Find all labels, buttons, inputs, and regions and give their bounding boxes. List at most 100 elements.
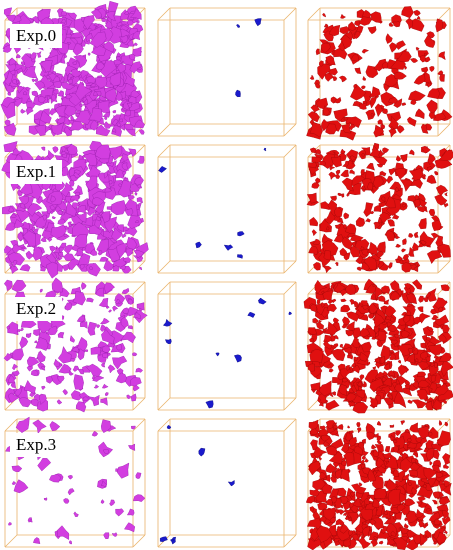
blob — [424, 34, 436, 48]
blob — [45, 261, 59, 279]
blob — [406, 510, 419, 524]
blob — [367, 468, 377, 482]
cube-edge — [283, 397, 297, 411]
cube-edge — [4, 534, 18, 548]
blob — [343, 117, 349, 121]
blob — [56, 399, 63, 405]
blob — [132, 352, 138, 357]
blob — [387, 324, 398, 332]
blob — [377, 119, 384, 126]
blob — [101, 181, 111, 190]
blob — [321, 42, 331, 53]
blob — [53, 358, 61, 367]
blob — [340, 34, 353, 50]
blob — [402, 254, 409, 261]
blob — [385, 195, 396, 209]
blob — [331, 156, 342, 168]
blob — [311, 156, 322, 164]
blob — [417, 495, 426, 502]
blob — [361, 455, 366, 460]
blob — [307, 111, 320, 123]
blob — [382, 377, 392, 387]
blob — [399, 259, 404, 265]
blob — [111, 227, 124, 241]
blob — [362, 75, 366, 81]
blob — [434, 171, 439, 176]
blob — [367, 182, 373, 191]
blob — [440, 359, 453, 378]
blob — [323, 249, 332, 261]
blob — [308, 419, 319, 430]
blob — [388, 22, 394, 27]
blob — [395, 235, 401, 240]
blob — [94, 90, 102, 97]
blob — [104, 282, 116, 294]
blob — [389, 42, 398, 53]
blob — [442, 516, 451, 526]
blob — [325, 55, 336, 66]
blob — [66, 41, 72, 46]
blob — [136, 197, 144, 204]
blob — [349, 245, 360, 258]
blob — [438, 352, 452, 362]
blob — [107, 364, 116, 374]
blob — [385, 478, 398, 492]
blob — [371, 498, 380, 509]
blob — [334, 174, 341, 179]
blob — [339, 343, 344, 349]
blob — [305, 495, 316, 504]
blob — [322, 359, 332, 368]
blob — [85, 175, 98, 191]
blob — [392, 445, 399, 453]
blob — [108, 180, 113, 185]
blob — [325, 399, 340, 411]
blob — [382, 370, 388, 377]
blob — [127, 299, 134, 305]
blob — [394, 168, 406, 180]
blob — [329, 195, 337, 201]
blob — [134, 191, 138, 196]
blob — [37, 95, 46, 104]
blob — [69, 335, 75, 343]
blob — [343, 252, 351, 261]
blob — [17, 232, 24, 242]
blob — [414, 458, 419, 464]
blob — [116, 63, 127, 74]
blob — [395, 155, 402, 162]
blob — [104, 121, 112, 129]
blob — [31, 90, 38, 97]
blob — [76, 315, 86, 323]
blob — [379, 104, 385, 110]
blob — [345, 431, 352, 442]
blob — [108, 309, 112, 313]
blob — [329, 164, 336, 171]
cube-edge — [157, 260, 171, 274]
blob — [317, 63, 331, 80]
blob — [417, 379, 431, 388]
blob — [350, 491, 356, 498]
blob — [343, 346, 352, 354]
cube-edge — [437, 418, 451, 432]
blob — [135, 472, 142, 479]
blob — [128, 148, 137, 157]
blob — [316, 525, 333, 543]
blob — [347, 21, 356, 31]
blob — [101, 383, 109, 389]
blob — [440, 284, 450, 292]
blob — [370, 11, 382, 24]
blob — [386, 538, 396, 545]
blob — [420, 123, 429, 134]
blob — [343, 212, 350, 220]
blob — [415, 508, 425, 519]
blob — [433, 354, 439, 359]
blob — [404, 283, 412, 290]
blob — [356, 266, 362, 271]
blob — [101, 345, 111, 353]
blob — [368, 302, 379, 316]
cube-edge — [283, 260, 297, 274]
blob — [380, 525, 390, 534]
blob — [70, 68, 83, 78]
blob — [409, 382, 418, 392]
blob — [365, 109, 376, 120]
blob — [115, 508, 125, 517]
